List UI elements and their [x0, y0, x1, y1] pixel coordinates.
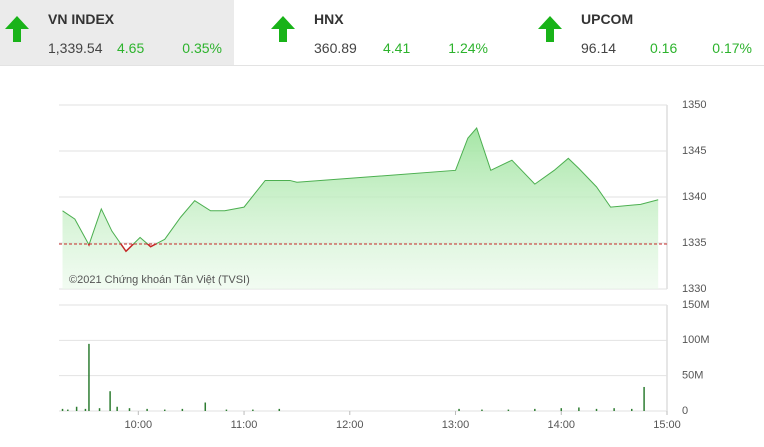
index-panel[interactable]: VN INDEX 1,339.54 4.65 0.35% — [0, 0, 234, 65]
volume-bar — [643, 386, 645, 411]
volume-bar — [75, 406, 78, 411]
y-tick-label: 1340 — [682, 191, 706, 203]
index-change: 4.65 — [117, 40, 145, 56]
volume-bar — [534, 408, 536, 411]
index-bar: VN INDEX 1,339.54 4.65 0.35% HNX 360.89 … — [0, 0, 764, 66]
volume-bar — [458, 408, 460, 411]
volume-bar — [252, 409, 254, 411]
volume-bar — [61, 408, 64, 411]
up-arrow — [271, 16, 295, 42]
index-percent: 0.35% — [182, 40, 222, 56]
volume-bar — [67, 409, 69, 411]
up-arrow — [538, 16, 562, 42]
volume-bar — [560, 408, 563, 411]
x-tick-label: 14:00 — [547, 419, 575, 431]
x-tick-label: 15:00 — [653, 419, 681, 431]
index-value: 1,339.54 — [48, 40, 103, 56]
y-tick-label: 1350 — [682, 99, 706, 111]
volume-bar — [88, 343, 90, 411]
price-line-below — [87, 244, 158, 253]
index-value: 96.14 — [581, 40, 617, 56]
volume-bar — [181, 408, 184, 411]
y-tick-label: 1330 — [682, 283, 706, 295]
y-tick-label: 1335 — [682, 237, 706, 249]
watermark: ©2021 Chứng khoán Tân Việt (TVSI) — [69, 274, 250, 286]
volume-bar — [204, 402, 207, 411]
index-panel[interactable]: HNX 360.89 4.41 1.24% — [266, 0, 500, 65]
volume-bar — [146, 408, 148, 411]
volume-bar — [163, 409, 166, 411]
index-name: UPCOM — [581, 11, 634, 27]
index-name: VN INDEX — [48, 11, 115, 27]
volume-bar — [128, 408, 131, 411]
volume-bar — [578, 407, 580, 411]
volume-bar — [481, 409, 483, 411]
y-tick-label: 100M — [682, 334, 710, 346]
x-tick-label: 11:00 — [231, 419, 258, 431]
volume-bar — [109, 391, 111, 411]
y-tick-label: 1345 — [682, 145, 706, 157]
x-tick-label: 10:00 — [125, 419, 153, 431]
volume-bar — [116, 406, 118, 411]
index-change: 0.16 — [650, 40, 678, 56]
index-percent: 0.17% — [712, 40, 752, 56]
volume-bar — [84, 408, 87, 411]
volume-bar — [507, 409, 510, 411]
index-change: 4.41 — [383, 40, 411, 56]
index-name: HNX — [314, 11, 344, 27]
volume-bar — [613, 408, 615, 411]
volume-bar — [278, 408, 281, 411]
volume-bar — [225, 409, 228, 411]
volume-bar — [98, 408, 101, 411]
volume-bar — [595, 408, 598, 411]
y-tick-label: 50M — [682, 370, 703, 382]
y-tick-label: 0 — [682, 405, 688, 417]
y-tick-label: 150M — [682, 299, 710, 311]
x-tick-label: 12:00 — [336, 419, 364, 431]
volume-bar — [631, 408, 633, 411]
price-area — [62, 128, 659, 289]
index-value: 360.89 — [314, 40, 357, 56]
up-arrow — [5, 16, 29, 42]
index-panel[interactable]: UPCOM 96.14 0.16 0.17% — [533, 0, 764, 65]
x-tick-label: 13:00 — [442, 419, 470, 431]
index-percent: 1.24% — [448, 40, 488, 56]
